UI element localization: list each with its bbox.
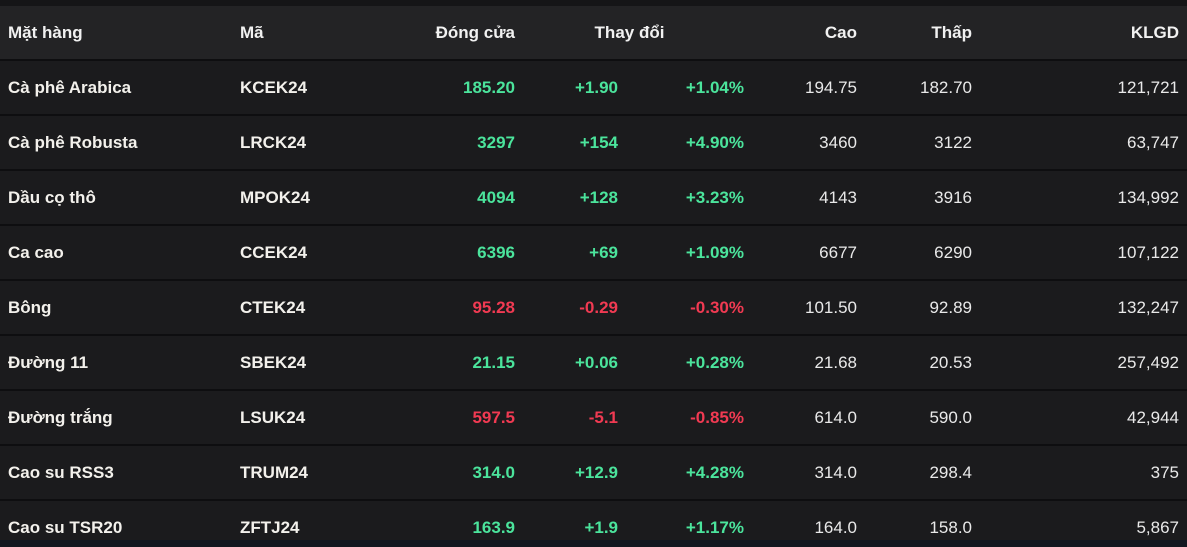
col-header-commodity: Mặt hàng [0, 0, 240, 60]
change-percent: -0.85% [690, 407, 744, 427]
change-percent: +3.23% [685, 187, 744, 207]
col-header-code: Mã [240, 0, 365, 60]
close-price: 314.0 [472, 462, 515, 482]
table-row-cotton[interactable]: Bông CTEK24 95.28 -0.29 -0.30% 101.50 92… [0, 280, 1187, 335]
volume: 121,721 [1117, 77, 1179, 97]
change-value: -5.1 [588, 407, 618, 427]
close-price: 163.9 [472, 518, 515, 537]
change-percent: +1.09% [685, 242, 744, 262]
close-price: 4094 [477, 187, 515, 207]
close-price: 6396 [477, 242, 515, 262]
change-value: +1.9 [584, 518, 618, 537]
table-row-rubber-rss3[interactable]: Cao su RSS3 TRUM24 314.0 +12.9 +4.28% 31… [0, 445, 1187, 500]
change-percent: +0.28% [685, 352, 744, 372]
commodity-name: Đường trắng [8, 407, 113, 427]
high-price: 164.0 [814, 518, 857, 537]
high-price: 3460 [819, 132, 857, 152]
volume: 63,747 [1127, 132, 1179, 152]
bottom-divider-bar [0, 540, 1187, 547]
volume: 134,992 [1117, 187, 1179, 207]
high-price: 6677 [819, 242, 857, 262]
commodity-name: Cà phê Robusta [8, 132, 138, 152]
high-price: 4143 [819, 187, 857, 207]
change-value: -0.29 [579, 297, 618, 317]
low-price: 158.0 [929, 518, 972, 537]
commodity-name: Cao su RSS3 [8, 462, 114, 482]
volume: 257,492 [1117, 352, 1179, 372]
commodity-code: KCEK24 [240, 77, 308, 97]
volume: 132,247 [1117, 297, 1179, 317]
commodity-code: TRUM24 [240, 462, 309, 482]
high-price: 194.75 [805, 77, 857, 97]
change-percent: +4.28% [685, 462, 744, 482]
high-price: 101.50 [805, 297, 857, 317]
table-row-rubber-tsr20[interactable]: Cao su TSR20 ZFTJ24 163.9 +1.9 +1.17% 16… [0, 500, 1187, 547]
commodity-code: CTEK24 [240, 297, 306, 317]
commodity-code: CCEK24 [240, 242, 308, 262]
high-price: 314.0 [814, 462, 857, 482]
volume: 5,867 [1136, 518, 1179, 537]
commodity-name: Cao su TSR20 [8, 518, 123, 537]
table-row-sugar-11[interactable]: Đường 11 SBEK24 21.15 +0.06 +0.28% 21.68… [0, 335, 1187, 390]
low-price: 182.70 [920, 77, 972, 97]
header-row: Mặt hàng Mã Đóng cửa Thay đổi Cao Thấp K… [0, 0, 1187, 60]
commodity-code: ZFTJ24 [240, 518, 300, 537]
low-price: 298.4 [929, 462, 972, 482]
close-price: 21.15 [472, 352, 515, 372]
low-price: 20.53 [929, 352, 972, 372]
change-percent: -0.30% [690, 297, 744, 317]
change-value: +12.9 [574, 462, 618, 482]
change-value: +128 [579, 187, 618, 207]
high-price: 21.68 [814, 352, 857, 372]
change-percent: +1.17% [685, 518, 744, 537]
col-header-change: Thay đổi [515, 0, 744, 60]
col-header-low: Thấp [857, 0, 972, 60]
change-value: +69 [589, 242, 618, 262]
close-price: 95.28 [472, 297, 515, 317]
low-price: 3916 [934, 187, 972, 207]
table-row-arabica[interactable]: Cà phê Arabica KCEK24 185.20 +1.90 +1.04… [0, 60, 1187, 115]
low-price: 3122 [934, 132, 972, 152]
commodity-name: Đường 11 [8, 352, 89, 372]
volume: 375 [1150, 462, 1179, 482]
volume: 42,944 [1127, 407, 1179, 427]
close-price: 185.20 [463, 77, 515, 97]
col-header-close: Đóng cửa [365, 0, 515, 60]
commodity-name: Cà phê Arabica [8, 77, 132, 97]
commodity-code: MPOK24 [240, 187, 310, 207]
commodity-name: Bông [8, 297, 52, 317]
change-value: +1.90 [574, 77, 618, 97]
low-price: 6290 [934, 242, 972, 262]
table-row-cocoa[interactable]: Ca cao CCEK24 6396 +69 +1.09% 6677 6290 … [0, 225, 1187, 280]
col-header-volume: KLGD [972, 0, 1187, 60]
close-price: 3297 [477, 132, 515, 152]
commodity-code: SBEK24 [240, 352, 307, 372]
col-header-high: Cao [744, 0, 857, 60]
low-price: 590.0 [929, 407, 972, 427]
change-value: +154 [579, 132, 618, 152]
commodity-code: LSUK24 [240, 407, 306, 427]
low-price: 92.89 [929, 297, 972, 317]
table-row-robusta[interactable]: Cà phê Robusta LRCK24 3297 +154 +4.90% 3… [0, 115, 1187, 170]
change-percent: +1.04% [685, 77, 744, 97]
table-row-white-sugar[interactable]: Đường trắng LSUK24 597.5 -5.1 -0.85% 614… [0, 390, 1187, 445]
change-percent: +4.90% [685, 132, 744, 152]
table-row-palm-oil[interactable]: Dầu cọ thô MPOK24 4094 +128 +3.23% 4143 … [0, 170, 1187, 225]
volume: 107,122 [1117, 242, 1179, 262]
commodity-code: LRCK24 [240, 132, 307, 152]
close-price: 597.5 [472, 407, 515, 427]
change-value: +0.06 [574, 352, 618, 372]
commodity-name: Dầu cọ thô [8, 187, 96, 207]
commodity-name: Ca cao [8, 242, 64, 262]
high-price: 614.0 [814, 407, 857, 427]
